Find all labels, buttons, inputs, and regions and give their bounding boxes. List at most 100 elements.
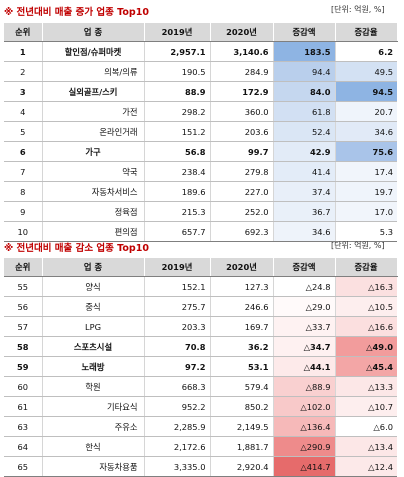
industry-cell: 학원 xyxy=(41,376,144,397)
rank-cell: 5 xyxy=(4,121,42,142)
value-2019-cell: 2,172.6 xyxy=(143,436,210,457)
value-2020-cell: 246.6 xyxy=(209,296,273,317)
industry-cell: 스포츠시설 xyxy=(41,336,144,357)
header-2020: 2020년 xyxy=(209,22,274,42)
industry-cell: 실외골프/스키 xyxy=(41,81,144,102)
change-rate-cell: 17.4 xyxy=(334,161,397,182)
value-2019-cell: 2,957.1 xyxy=(143,41,210,62)
change-rate-cell: 5.3 xyxy=(334,221,397,242)
value-2019-cell: 189.6 xyxy=(143,181,210,202)
table-row: 56 중식 275.7 246.6 △29.0 △10.5 xyxy=(4,296,397,317)
table-row: 5 온라인거래 151.2 203.6 52.4 34.6 xyxy=(4,121,397,142)
rank-cell: 58 xyxy=(4,336,42,357)
table-row: 61 기타요식 952.2 850.2 △102.0 △10.7 xyxy=(4,396,397,417)
value-2020-cell: 2,920.4 xyxy=(209,456,273,477)
value-2019-cell: 2,285.9 xyxy=(143,416,210,437)
value-2019-cell: 151.2 xyxy=(143,121,210,142)
change-rate-cell: 6.2 xyxy=(334,41,397,62)
value-2019-cell: 97.2 xyxy=(143,356,210,377)
value-2019-cell: 952.2 xyxy=(143,396,210,417)
change-amount-cell: △29.0 xyxy=(272,296,335,317)
table-row: 7 약국 238.4 279.8 41.4 17.4 xyxy=(4,161,397,182)
change-rate-cell: △45.4 xyxy=(334,356,397,377)
change-rate-cell: 94.5 xyxy=(334,81,397,102)
table-row: 57 LPG 203.3 169.7 △33.7 △16.6 xyxy=(4,316,397,337)
increase-unit-label: [단위: 억원, %] xyxy=(331,5,385,14)
table-row: 6 가구 56.8 99.7 42.9 75.6 xyxy=(4,141,397,162)
value-2020-cell: 127.3 xyxy=(209,276,273,297)
table-row: 10 편의점 657.7 692.3 34.6 5.3 xyxy=(4,221,397,242)
header-change-amount: 증감액 xyxy=(272,257,336,277)
industry-cell: 기타요식 xyxy=(41,396,144,417)
value-2019-cell: 152.1 xyxy=(143,276,210,297)
value-2020-cell: 203.6 xyxy=(209,121,273,142)
value-2020-cell: 850.2 xyxy=(209,396,273,417)
value-2020-cell: 252.0 xyxy=(209,201,273,222)
change-amount-cell: △24.8 xyxy=(272,276,335,297)
industry-cell: 노래방 xyxy=(41,356,144,377)
industry-cell: 한식 xyxy=(41,436,144,457)
change-amount-cell: △44.1 xyxy=(272,356,335,377)
industry-cell: 온라인거래 xyxy=(41,121,144,142)
table-row: 64 한식 2,172.6 1,881.7 △290.9 △13.4 xyxy=(4,436,397,457)
table-row: 8 자동차서비스 189.6 227.0 37.4 19.7 xyxy=(4,181,397,202)
header-change-amount: 증감액 xyxy=(272,22,336,42)
change-amount-cell: 42.9 xyxy=(272,141,335,162)
table-row: 65 자동차용품 3,335.0 2,920.4 △414.7 △12.4 xyxy=(4,456,397,477)
rank-cell: 61 xyxy=(4,396,42,417)
change-amount-cell: △290.9 xyxy=(272,436,335,457)
rank-cell: 6 xyxy=(4,141,42,162)
change-amount-cell: 84.0 xyxy=(272,81,335,102)
decrease-section-title: ※ 전년대비 매출 감소 업종 Top10 xyxy=(4,243,149,254)
change-amount-cell: 61.8 xyxy=(272,101,335,122)
change-amount-cell: 36.7 xyxy=(272,201,335,222)
change-rate-cell: △12.4 xyxy=(334,456,397,477)
value-2019-cell: 3,335.0 xyxy=(143,456,210,477)
change-rate-cell: △13.4 xyxy=(334,436,397,457)
value-2019-cell: 275.7 xyxy=(143,296,210,317)
value-2020-cell: 279.8 xyxy=(209,161,273,182)
value-2020-cell: 2,149.5 xyxy=(209,416,273,437)
table-row: 58 스포츠시설 70.8 36.2 △34.7 △49.0 xyxy=(4,336,397,357)
value-2020-cell: 1,881.7 xyxy=(209,436,273,457)
change-amount-cell: △34.7 xyxy=(272,336,335,357)
value-2020-cell: 579.4 xyxy=(209,376,273,397)
rank-cell: 55 xyxy=(4,276,42,297)
value-2020-cell: 227.0 xyxy=(209,181,273,202)
change-amount-cell: 34.6 xyxy=(272,221,335,242)
header-change-rate: 증감율 xyxy=(334,257,398,277)
table-row: 59 노래방 97.2 53.1 △44.1 △45.4 xyxy=(4,356,397,377)
table-row: 60 학원 668.3 579.4 △88.9 △13.3 xyxy=(4,376,397,397)
value-2020-cell: 284.9 xyxy=(209,61,273,82)
change-rate-cell: 75.6 xyxy=(334,141,397,162)
table-row: 4 가전 298.2 360.0 61.8 20.7 xyxy=(4,101,397,122)
rank-cell: 65 xyxy=(4,456,42,477)
value-2020-cell: 172.9 xyxy=(209,81,273,102)
industry-cell: 할인점/슈퍼마켓 xyxy=(41,41,144,62)
change-amount-cell: 183.5 xyxy=(272,41,335,62)
rank-cell: 10 xyxy=(4,221,42,242)
change-rate-cell: 34.6 xyxy=(334,121,397,142)
rank-cell: 4 xyxy=(4,101,42,122)
value-2019-cell: 238.4 xyxy=(143,161,210,182)
industry-cell: 정육점 xyxy=(41,201,144,222)
value-2020-cell: 360.0 xyxy=(209,101,273,122)
table-row: 9 정육점 215.3 252.0 36.7 17.0 xyxy=(4,201,397,222)
rank-cell: 9 xyxy=(4,201,42,222)
change-amount-cell: △33.7 xyxy=(272,316,335,337)
value-2020-cell: 692.3 xyxy=(209,221,273,242)
increase-table: 순위 업 종 2019년 2020년 증감액 증감율 1 할인점/슈퍼마켓 2,95… xyxy=(4,22,398,242)
header-industry: 업 종 xyxy=(41,22,145,42)
rank-cell: 3 xyxy=(4,81,42,102)
value-2019-cell: 657.7 xyxy=(143,221,210,242)
change-rate-cell: △13.3 xyxy=(334,376,397,397)
decrease-table: 순위 업 종 2019년 2020년 증감액 증감율 55 양식 152.1 127.… xyxy=(4,257,398,477)
table-row: 63 주유소 2,285.9 2,149.5 △136.4 △6.0 xyxy=(4,416,397,437)
change-rate-cell: △10.5 xyxy=(334,296,397,317)
value-2019-cell: 56.8 xyxy=(143,141,210,162)
table-row: 1 할인점/슈퍼마켓 2,957.1 3,140.6 183.5 6.2 xyxy=(4,41,397,62)
change-amount-cell: 37.4 xyxy=(272,181,335,202)
value-2019-cell: 70.8 xyxy=(143,336,210,357)
value-2019-cell: 88.9 xyxy=(143,81,210,102)
change-amount-cell: 94.4 xyxy=(272,61,335,82)
